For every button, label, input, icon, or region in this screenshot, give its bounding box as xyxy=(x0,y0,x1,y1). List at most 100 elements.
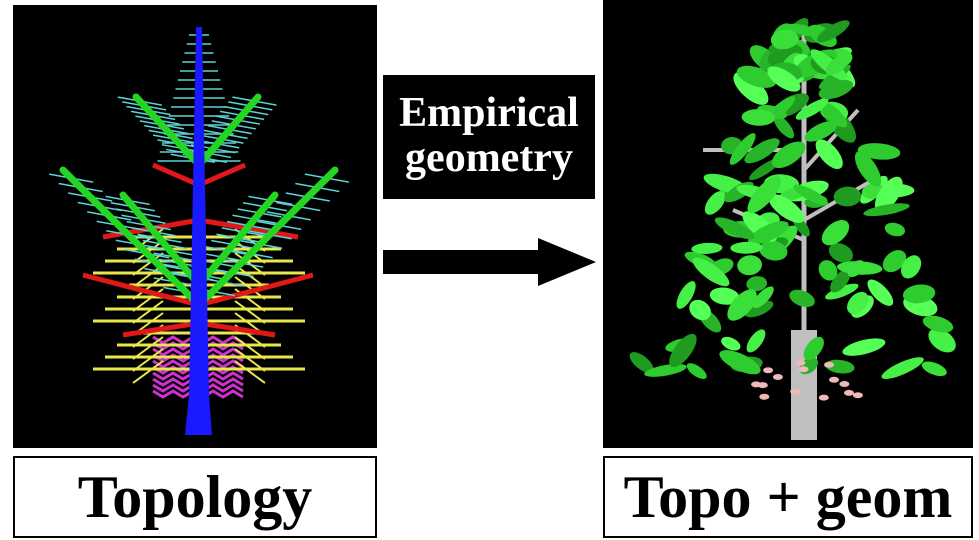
tertiary-axis xyxy=(234,348,266,372)
leaf xyxy=(881,357,924,379)
tertiary-axis xyxy=(234,276,266,300)
leaf xyxy=(744,300,774,318)
right-arrow-icon xyxy=(383,234,599,290)
leaf xyxy=(928,328,956,353)
leaf xyxy=(676,281,696,309)
leaf xyxy=(818,260,838,281)
leaf xyxy=(741,109,776,126)
leaf xyxy=(921,361,947,377)
leaf xyxy=(737,255,762,276)
topology-image xyxy=(13,5,377,448)
basal-bud xyxy=(839,381,850,387)
basal-bud xyxy=(829,376,839,383)
leaf xyxy=(833,186,862,207)
trunk xyxy=(185,27,212,435)
leaf xyxy=(874,176,903,213)
basal-bud xyxy=(824,361,834,368)
label-line-1: Empirical xyxy=(399,90,579,136)
leaf xyxy=(692,257,730,287)
leaf xyxy=(828,243,853,263)
secondary-branch xyxy=(198,162,246,188)
leaf xyxy=(714,217,755,240)
leaf xyxy=(804,121,838,142)
leaf xyxy=(773,114,795,139)
primary-branch xyxy=(59,166,203,309)
basal-bud xyxy=(852,392,863,399)
leaf xyxy=(902,284,936,304)
leaf xyxy=(771,141,806,169)
leaf xyxy=(767,66,801,92)
tertiary-axis xyxy=(132,336,164,360)
leaf xyxy=(733,72,769,105)
secondary-branch xyxy=(122,320,200,338)
leaf xyxy=(857,143,901,160)
leaf xyxy=(770,29,799,50)
leaf xyxy=(830,269,851,293)
leaf xyxy=(709,287,740,305)
leaf xyxy=(825,55,849,75)
secondary-branch xyxy=(198,272,314,308)
leaf xyxy=(842,338,886,356)
leaf xyxy=(901,255,922,279)
basal-bud xyxy=(772,374,783,380)
tertiary-axis xyxy=(234,336,266,360)
basal-bud xyxy=(844,389,854,396)
basal-bud xyxy=(795,359,806,366)
leaf xyxy=(689,299,711,321)
leaf xyxy=(759,240,788,261)
secondary-branch xyxy=(198,320,276,338)
tertiary-axis xyxy=(132,300,164,324)
primary-branch xyxy=(195,166,339,309)
leaf xyxy=(746,276,768,292)
primary-branch xyxy=(132,93,203,169)
leaf xyxy=(789,289,815,308)
leaf xyxy=(815,139,843,170)
basal-bud xyxy=(751,381,762,388)
leaf xyxy=(704,191,726,215)
leaf xyxy=(854,151,882,187)
label-line-2: geometry xyxy=(405,135,573,182)
topology-tree-drawing xyxy=(49,27,349,435)
basal-bud xyxy=(818,394,829,401)
topo-geom-caption: Topo + geom xyxy=(603,456,973,538)
leaf xyxy=(746,329,766,353)
leaf xyxy=(644,363,687,377)
leaf xyxy=(821,220,850,246)
tertiary-axis xyxy=(132,360,164,384)
basal-bud xyxy=(790,388,801,395)
leaf xyxy=(629,352,654,373)
rendered-plant-drawing xyxy=(629,17,956,440)
leaf xyxy=(793,184,829,206)
primary-branch xyxy=(195,191,279,289)
leaf xyxy=(686,363,707,380)
leaf xyxy=(744,138,780,164)
basal-bud xyxy=(798,366,809,373)
leaf xyxy=(719,350,761,375)
empirical-geometry-label: Empirical geometry xyxy=(383,75,595,199)
primary-branch xyxy=(119,191,203,289)
leaf xyxy=(884,222,906,237)
tertiary-axis xyxy=(234,360,266,384)
leaf xyxy=(825,283,859,300)
leaf xyxy=(795,98,829,120)
topo-geom-image xyxy=(603,0,973,448)
leaf xyxy=(922,315,954,333)
leaf xyxy=(768,194,805,223)
leaf xyxy=(729,133,756,165)
tertiary-axis xyxy=(132,252,164,276)
leaf xyxy=(736,65,777,88)
leaf xyxy=(727,289,757,321)
leaf xyxy=(691,242,723,254)
basal-bud xyxy=(763,367,774,374)
secondary-branch xyxy=(152,162,200,188)
topology-caption: Topology xyxy=(13,456,377,538)
leaf xyxy=(863,203,910,217)
leaf xyxy=(752,286,774,309)
primary-branch xyxy=(195,93,262,169)
leaf xyxy=(748,221,789,245)
leaf xyxy=(867,279,894,306)
leaf xyxy=(803,336,824,361)
leaf xyxy=(730,241,763,254)
leaf xyxy=(817,100,848,128)
leaf xyxy=(836,261,883,275)
